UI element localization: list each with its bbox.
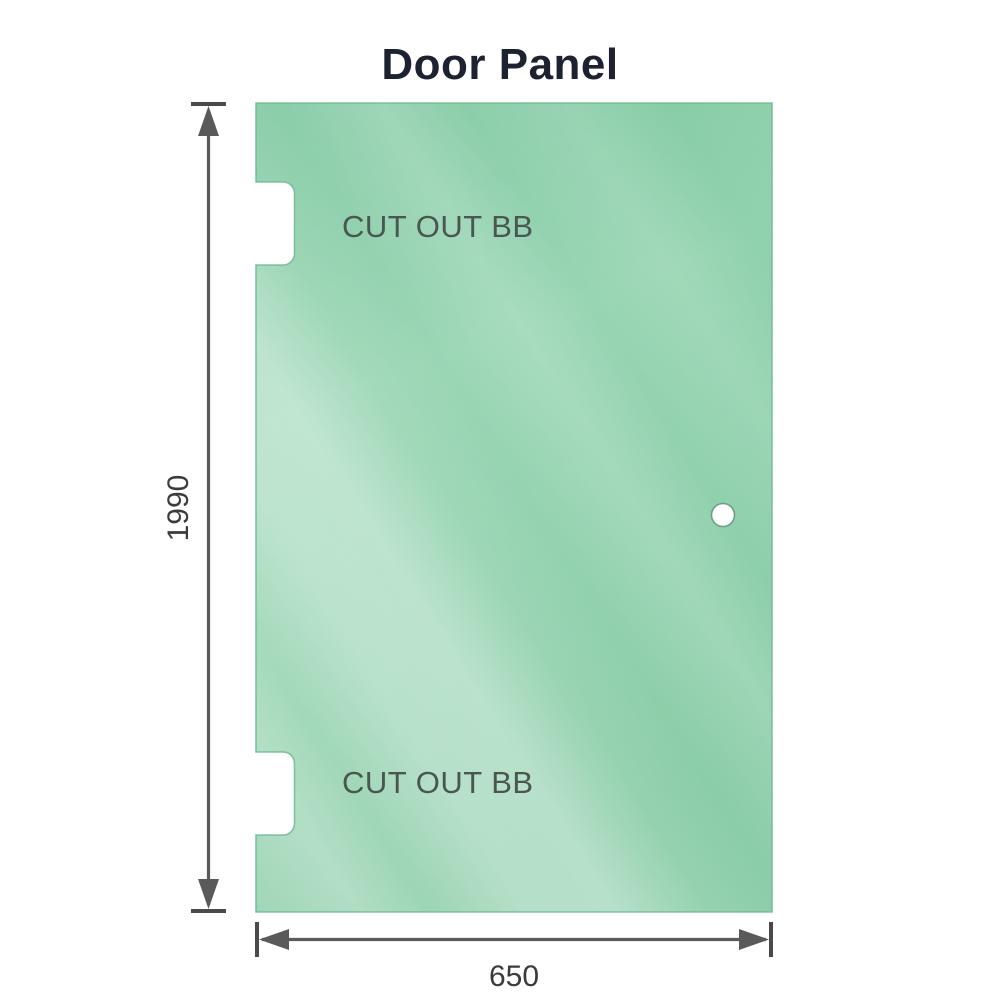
page-title: Door Panel <box>381 40 618 89</box>
width-dim-arrow-left <box>259 929 289 950</box>
height-dimension: 1990 <box>162 102 226 913</box>
height-dim-value: 1990 <box>162 475 195 542</box>
handle-hole-circle[interactable] <box>710 502 736 528</box>
width-dim-value: 650 <box>489 960 539 993</box>
cutout-label-upper: CUT OUT BB <box>342 209 534 244</box>
width-dimension: 650 <box>255 922 773 993</box>
glass-panel <box>255 102 773 913</box>
panel-light-wash <box>256 103 772 912</box>
width-dim-arrow-right <box>739 929 769 950</box>
height-dim-arrow-down <box>198 879 219 909</box>
handle-hole[interactable] <box>710 502 736 528</box>
panel-outline <box>255 102 773 913</box>
height-dim-arrow-up <box>198 106 219 136</box>
cutout-label-lower: CUT OUT BB <box>342 765 534 800</box>
